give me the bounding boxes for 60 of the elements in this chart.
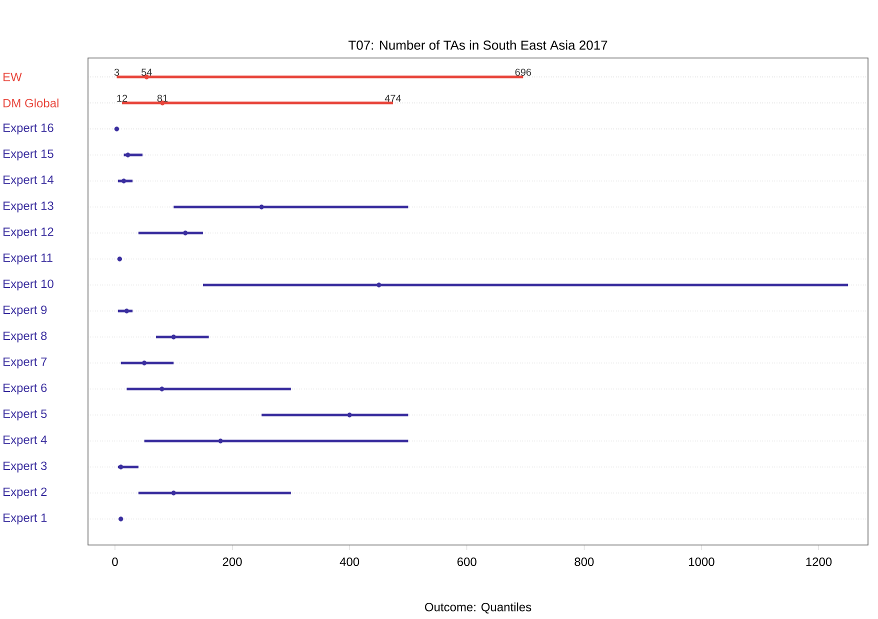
y-tick-label: Expert 16 <box>4 124 54 134</box>
y-tick-label: Expert 7 <box>4 358 47 368</box>
point <box>124 308 130 314</box>
point <box>171 334 176 340</box>
point <box>117 256 122 262</box>
point <box>259 204 264 210</box>
x-tick-label: 800 <box>574 558 594 566</box>
point <box>159 386 164 392</box>
bar <box>122 102 393 104</box>
bar <box>144 440 408 442</box>
point <box>121 178 126 184</box>
point <box>114 126 120 132</box>
annotation: 81 <box>157 94 168 102</box>
y-tick-label: Expert 9 <box>4 306 47 316</box>
point <box>171 490 176 496</box>
x-tick-label: 600 <box>457 558 476 566</box>
annotation: 474 <box>384 94 402 102</box>
bar <box>156 336 209 338</box>
x-tick-label: 0 <box>112 558 118 566</box>
annotation: 54 <box>141 68 152 76</box>
bar <box>126 388 291 390</box>
y-tick-label: Expert 3 <box>4 462 47 472</box>
y-tick-label: Expert 13 <box>4 202 54 212</box>
bar <box>138 492 291 494</box>
point <box>142 360 147 366</box>
y-tick-label: Expert 14 <box>4 176 54 186</box>
point <box>182 230 188 236</box>
bar <box>116 76 524 78</box>
point <box>218 438 223 444</box>
bar <box>202 284 848 286</box>
y-tick-label: Expert 12 <box>4 228 54 238</box>
y-tick-label: EW <box>4 72 22 82</box>
bar <box>120 362 174 364</box>
bar <box>262 414 408 416</box>
y-tick-label: Expert 1 <box>4 514 47 524</box>
x-tick-label: 1200 <box>806 558 832 566</box>
point <box>347 412 352 418</box>
x-tick-label: 1000 <box>689 558 714 566</box>
y-tick-label: Expert 11 <box>4 254 52 264</box>
bar <box>138 232 203 234</box>
y-tick-label: Expert 4 <box>4 436 47 446</box>
y-tick-label: Expert 5 <box>4 410 47 420</box>
x-axis-title: Outcome: Quantiles <box>424 602 532 614</box>
x-tick-label: 200 <box>222 558 242 566</box>
annotation: 696 <box>515 68 532 76</box>
y-tick-label: Expert 8 <box>4 332 47 342</box>
annotation: 3 <box>114 68 120 76</box>
chart-title: T07: Number of TAs in South East Asia 2017 <box>348 40 608 50</box>
y-tick-label: Expert 6 <box>4 384 47 394</box>
y-tick-label: Expert 10 <box>4 280 54 290</box>
y-tick-label: Expert 2 <box>4 488 47 498</box>
point <box>118 464 124 470</box>
point <box>376 282 382 288</box>
point <box>118 516 124 522</box>
bar <box>174 206 408 208</box>
y-tick-label: DM Global <box>4 98 58 108</box>
x-tick-label: 400 <box>340 558 360 566</box>
y-tick-label: Expert 15 <box>4 150 54 160</box>
annotation: 12 <box>117 94 128 102</box>
point <box>125 152 130 158</box>
